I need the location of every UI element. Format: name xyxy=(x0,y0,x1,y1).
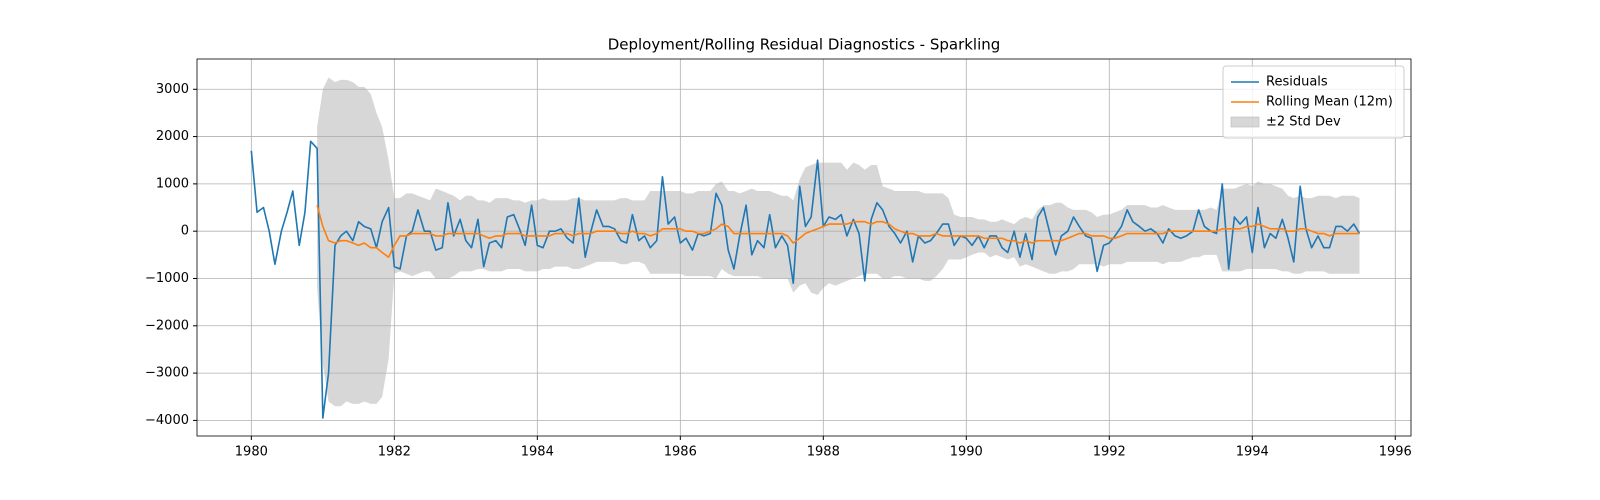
x-tick-label: 1994 xyxy=(1236,445,1269,460)
x-tick-label: 1980 xyxy=(235,445,268,460)
x-tick-label: 1992 xyxy=(1093,445,1126,460)
y-tick-label: 0 xyxy=(181,224,189,239)
series-line xyxy=(250,140,1361,419)
legend-swatch xyxy=(1230,116,1260,128)
legend-box xyxy=(1222,65,1405,139)
legend-label: ±2 Std Dev xyxy=(1266,115,1341,130)
series-line xyxy=(316,204,1360,258)
x-tick-label: 1996 xyxy=(1379,445,1412,460)
legend-label: Residuals xyxy=(1266,75,1328,90)
x-tick-label: 1982 xyxy=(378,445,411,460)
x-tick-label: 1986 xyxy=(664,445,697,460)
x-tick-label: 1988 xyxy=(807,445,840,460)
x-tick-label: 1990 xyxy=(950,445,983,460)
y-tick-label: −3000 xyxy=(145,366,189,381)
plot-frame xyxy=(196,58,1412,437)
y-tick-label: 3000 xyxy=(156,82,189,97)
y-tick-label: 2000 xyxy=(156,129,189,144)
legend: Residuals Rolling Mean (12m) ±2 Std Dev xyxy=(1222,65,1405,139)
x-tick-label: 1984 xyxy=(521,445,554,460)
y-tick-label: −4000 xyxy=(145,413,189,428)
y-tick-label: −1000 xyxy=(145,271,189,286)
legend-label: Rolling Mean (12m) xyxy=(1266,95,1393,110)
std-band xyxy=(317,77,1360,407)
y-tick-label: 1000 xyxy=(156,176,189,191)
chart-title: Deployment/Rolling Residual Diagnostics … xyxy=(608,36,1001,54)
y-tick-label: −2000 xyxy=(145,318,189,333)
